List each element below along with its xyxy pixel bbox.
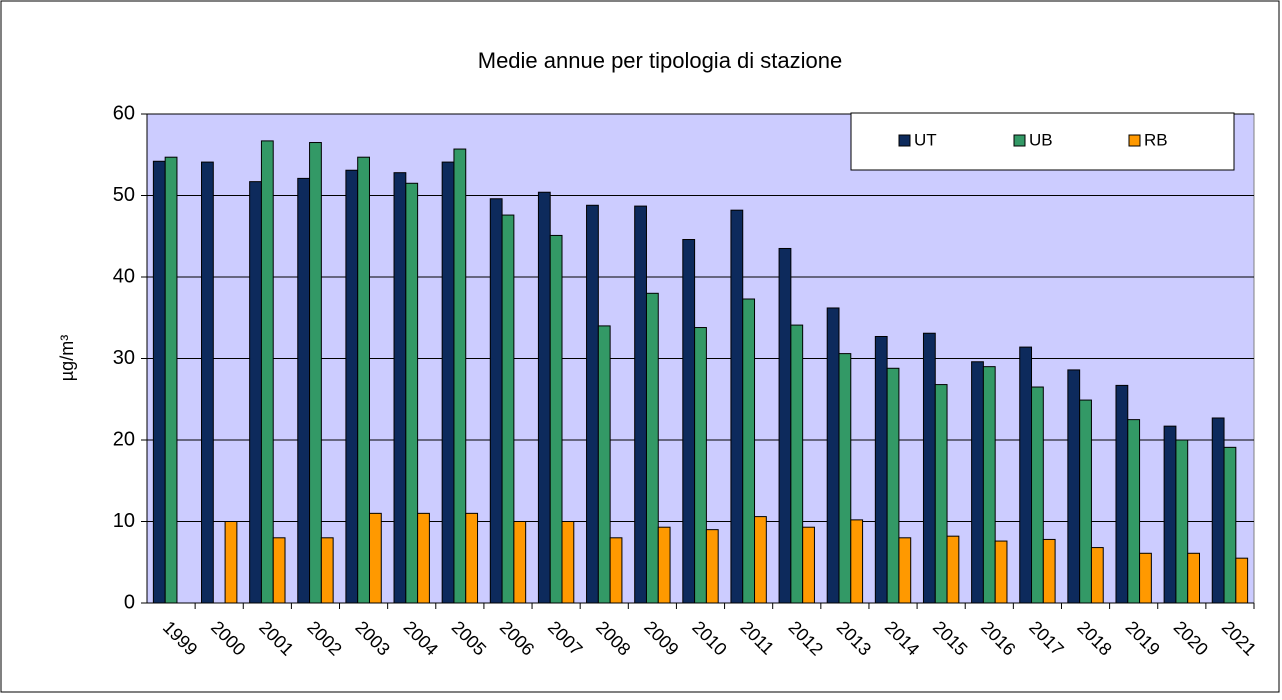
bar — [982, 366, 996, 604]
legend-swatch — [1128, 134, 1141, 147]
legend-swatch — [898, 134, 911, 147]
chart-title: Medie annue per tipologia di stazione — [478, 48, 842, 73]
bar — [946, 535, 960, 604]
y-tick-label: 40 — [113, 265, 135, 287]
y-tick-label: 30 — [113, 347, 135, 369]
bar — [309, 142, 322, 604]
legend-label: RB — [1144, 130, 1168, 149]
bar — [1211, 417, 1225, 604]
y-tick-label: 10 — [113, 510, 135, 532]
bar — [224, 521, 238, 604]
legend-label: UB — [1029, 130, 1053, 149]
bar — [922, 332, 936, 604]
bar — [778, 247, 792, 604]
bar — [537, 191, 551, 604]
bar — [850, 519, 864, 604]
bar — [634, 205, 647, 604]
bar — [260, 140, 274, 604]
bar — [1127, 419, 1141, 604]
y-tick-label: 20 — [113, 428, 135, 450]
bar — [501, 214, 515, 604]
bar — [489, 198, 503, 604]
bar — [549, 234, 563, 604]
bar — [994, 540, 1008, 604]
bar — [272, 537, 286, 604]
bar — [453, 148, 467, 604]
bar — [405, 182, 419, 604]
bar — [345, 169, 359, 604]
bar — [609, 537, 623, 604]
bar — [561, 521, 575, 604]
bar — [1042, 538, 1056, 604]
bar — [1019, 346, 1033, 604]
bar — [1079, 399, 1092, 604]
legend-swatch — [1013, 134, 1026, 147]
bar — [694, 327, 707, 604]
bar — [1187, 552, 1200, 604]
bar — [802, 526, 815, 604]
bar — [1090, 547, 1104, 604]
bar — [1235, 557, 1249, 604]
bar — [742, 298, 756, 604]
bar — [152, 160, 166, 604]
bar — [249, 181, 262, 604]
bar — [826, 307, 840, 604]
bar — [1139, 552, 1152, 604]
bar — [297, 177, 311, 604]
bar — [1175, 439, 1189, 604]
bar — [417, 512, 430, 604]
bar — [368, 512, 382, 604]
bar — [898, 537, 912, 604]
bar — [754, 516, 767, 604]
bar — [1223, 446, 1237, 604]
bar — [441, 161, 455, 604]
bar — [874, 335, 888, 604]
bar — [393, 172, 407, 604]
bar — [934, 384, 948, 604]
bar — [1067, 369, 1081, 604]
bar — [320, 537, 334, 604]
bar — [705, 529, 719, 604]
bar — [1031, 386, 1044, 604]
bar — [201, 161, 214, 604]
y-axis-label: µg/m³ — [57, 335, 77, 381]
bar — [886, 367, 900, 604]
bar — [682, 239, 696, 604]
legend-label: UT — [914, 130, 937, 149]
bar — [465, 512, 479, 604]
bar — [838, 353, 852, 604]
bar — [971, 361, 984, 604]
bar — [657, 526, 671, 604]
bar — [790, 324, 804, 604]
y-tick-label: 60 — [113, 102, 135, 124]
bar — [1163, 425, 1177, 604]
bar — [586, 204, 599, 604]
bar — [513, 521, 527, 604]
bar — [645, 292, 659, 604]
bar — [730, 209, 744, 604]
bar — [597, 325, 611, 604]
bar — [357, 156, 370, 604]
bar — [1115, 384, 1129, 604]
bar — [164, 156, 178, 604]
y-tick-label: 50 — [113, 184, 135, 206]
y-tick-label: 0 — [124, 591, 135, 613]
legend-box — [850, 112, 1235, 171]
